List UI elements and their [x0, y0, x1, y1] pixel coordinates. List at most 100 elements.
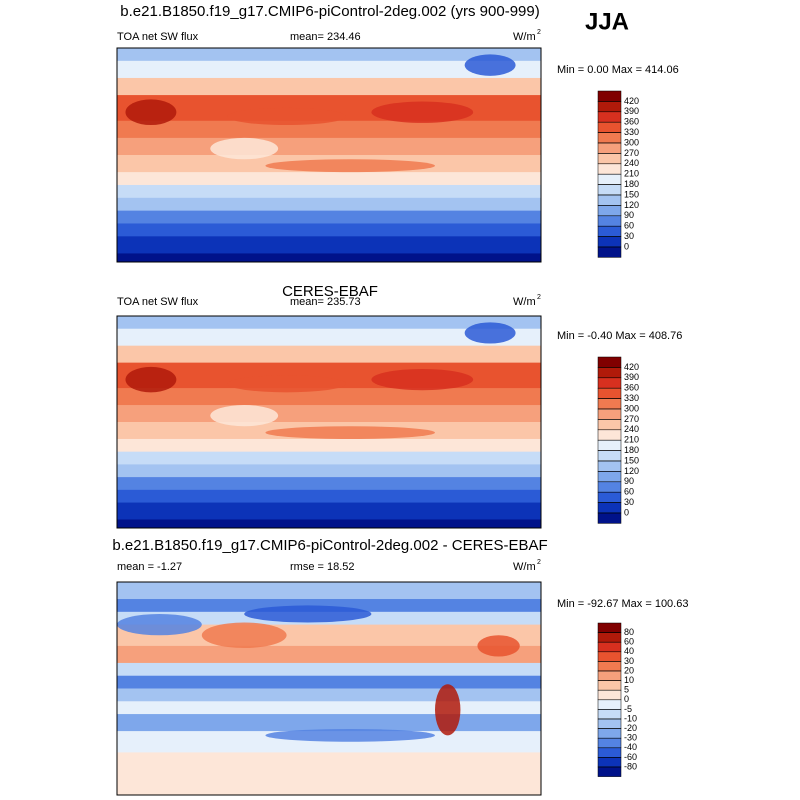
colorbar-box [597, 246, 622, 258]
colorbar-box [597, 205, 622, 217]
colorbar-label: -80 [624, 761, 637, 771]
units-superscript: 2 [537, 559, 541, 566]
map-band [117, 316, 541, 330]
colorbar-box [597, 491, 622, 503]
colorbar-box [597, 661, 622, 672]
units: W/m [513, 561, 536, 573]
colorbar-label: 120 [624, 466, 639, 476]
colorbar-box [597, 471, 622, 483]
colorbar-label: 240 [624, 158, 639, 168]
colorbar-box [597, 622, 622, 633]
colorbar-label: -30 [624, 733, 637, 743]
colorbar-label: 90 [624, 476, 634, 486]
map-band [117, 328, 541, 347]
colorbar-box [597, 766, 622, 777]
colorbar-label: 300 [624, 137, 639, 147]
map-field [117, 582, 541, 795]
map-band [117, 714, 541, 732]
colorbar-box [597, 398, 622, 410]
colorbar-box [597, 728, 622, 739]
colorbar-label: 60 [624, 487, 634, 497]
map-field [117, 48, 541, 262]
colorbar-box [597, 225, 622, 237]
map-band [117, 405, 541, 423]
map-band [117, 451, 541, 465]
colorbar-box [597, 699, 622, 710]
center-label: rmse = 18.52 [290, 561, 355, 573]
colorbar-box [597, 173, 622, 185]
map-band [117, 599, 541, 613]
colorbar-label: 150 [624, 189, 639, 199]
map-feature [435, 684, 461, 736]
colorbar-label: 240 [624, 424, 639, 434]
colorbar-label: 10 [624, 675, 634, 685]
colorbar-label: 270 [624, 414, 639, 424]
colorbar-label: -20 [624, 723, 637, 733]
colorbar-box [597, 194, 622, 206]
colorbar-label: 20 [624, 665, 634, 675]
colorbar-box [597, 153, 622, 165]
map-feature [125, 366, 177, 393]
colorbar-label: 360 [624, 383, 639, 393]
colorbar-box [597, 419, 622, 431]
colorbar-box [597, 367, 622, 379]
map-feature [117, 613, 202, 636]
colorbar-label: -40 [624, 742, 637, 752]
map-field [117, 316, 541, 528]
left-label: TOA net SW flux [117, 296, 199, 308]
colorbar-box [597, 132, 622, 144]
colorbar-label: -60 [624, 752, 637, 762]
colorbar-box [597, 502, 622, 514]
colorbar-box [597, 163, 622, 175]
colorbar-label: 30 [624, 656, 634, 666]
colorbar-box [597, 429, 622, 441]
map-band [117, 253, 541, 262]
colorbar-label: 330 [624, 127, 639, 137]
colorbar-box [597, 450, 622, 462]
map-band [117, 388, 541, 406]
map-band [117, 502, 541, 521]
min-max: Min = 0.00 Max = 414.06 [557, 64, 679, 76]
colorbar-box [597, 709, 622, 720]
colorbar-box [597, 121, 622, 133]
colorbar-box [597, 387, 622, 399]
map-band [117, 438, 541, 453]
colorbar-label: 390 [624, 372, 639, 382]
map-feature [201, 622, 287, 649]
map-band [117, 582, 541, 600]
colorbar-label: 180 [624, 179, 639, 189]
colorbar-label: 330 [624, 393, 639, 403]
map-band [117, 236, 541, 254]
colorbar-label: 390 [624, 106, 639, 116]
panel-title: b.e21.B1850.f19_g17.CMIP6-piControl-2deg… [120, 3, 539, 20]
map-feature [227, 375, 346, 393]
map-feature [265, 159, 436, 173]
map-band [117, 752, 541, 795]
map-feature [210, 137, 279, 160]
min-max: Min = -92.67 Max = 100.63 [557, 598, 688, 610]
colorbar-label: 180 [624, 445, 639, 455]
colorbar-label: 30 [624, 231, 634, 241]
colorbar-label: 300 [624, 403, 639, 413]
map-band [117, 77, 541, 96]
colorbar-label: 0 [624, 507, 629, 517]
colorbar-box [597, 142, 622, 154]
map-band [117, 731, 541, 753]
map-feature [210, 405, 279, 427]
map-band [117, 120, 541, 139]
colorbar-box [597, 512, 622, 524]
map-frame [116, 315, 542, 529]
colorbar-box [597, 651, 622, 662]
colorbar-box [597, 439, 622, 451]
map-feature [371, 101, 474, 123]
map-band [117, 464, 541, 478]
colorbar-label: 40 [624, 646, 634, 656]
map-band [117, 197, 541, 212]
colorbar-label: -10 [624, 713, 637, 723]
colorbar-label: 210 [624, 435, 639, 445]
left-label: TOA net SW flux [117, 31, 199, 43]
map-feature [265, 426, 436, 439]
map-band [117, 519, 541, 528]
colorbar-box [597, 377, 622, 389]
